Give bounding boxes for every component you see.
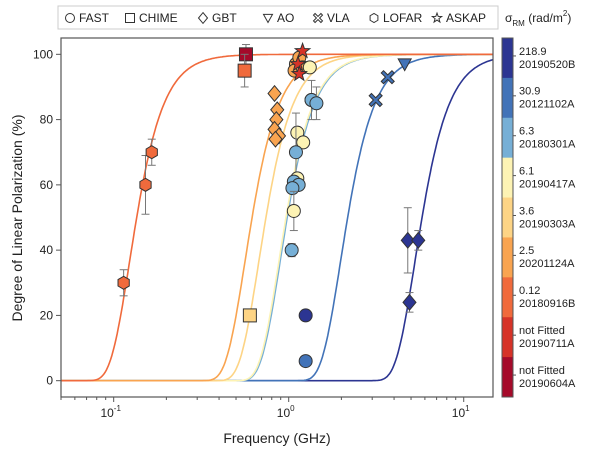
colorbar-title-title: σ <box>505 11 513 25</box>
colorbar-burst: 20121102A <box>519 99 575 111</box>
legend-diamond-icon <box>197 11 209 25</box>
data-point-hexagon <box>145 145 158 160</box>
y-tick-label: 80 <box>40 113 54 127</box>
data-point-diamond <box>411 231 426 249</box>
colorbar-title-unit: (rad/m <box>525 11 563 25</box>
data-point-cross <box>368 92 383 108</box>
data-point-circle <box>288 145 303 160</box>
data-point-circle <box>296 135 311 150</box>
data-points <box>117 41 426 369</box>
legend-cross-icon <box>312 12 324 24</box>
y-tick-label: 40 <box>40 243 54 257</box>
colorbar-frame <box>501 37 514 398</box>
data-point-diamond <box>268 130 283 148</box>
data-point-star <box>290 64 309 82</box>
colorbar-sigma: 6.1 <box>519 165 534 177</box>
legend-box <box>57 5 499 30</box>
data-point-square <box>237 63 252 78</box>
colorbar-segment <box>502 357 513 398</box>
x-tick-label: 100 <box>277 404 295 420</box>
x-tick-base: 10 <box>452 406 466 420</box>
legend-hexagon-icon <box>369 12 379 24</box>
plot-frame <box>60 37 494 398</box>
data-point-circle <box>309 96 324 111</box>
data-point-triangle-down <box>397 58 413 72</box>
colorbar-burst: 20190417A <box>519 178 576 190</box>
colorbar-title-close: ) <box>567 11 571 25</box>
colorbar-sigma: 30.9 <box>519 86 540 98</box>
colorbar-segment <box>502 117 513 159</box>
data-point-diamond <box>267 84 282 103</box>
y-tick-label: 60 <box>40 178 54 192</box>
legend-label: GBT <box>212 11 237 25</box>
legend-circle-icon <box>65 13 75 23</box>
colorbar-segment <box>502 317 513 358</box>
colorbar-title-sup: 2 <box>563 9 568 18</box>
y-axis-label: Degree of Linear Polarization (%) <box>9 115 25 322</box>
colorbar-segment <box>502 157 513 199</box>
data-point-circle <box>302 60 317 75</box>
y-tick-label: 100 <box>33 47 53 61</box>
colorbar-sigma: 2.5 <box>519 245 534 257</box>
colorbar-title: σRM (rad/m2) <box>505 9 571 28</box>
y-tick-label: 0 <box>46 374 53 388</box>
colorbar-burst: 20180916B <box>519 298 575 310</box>
legend-star-icon <box>430 11 444 24</box>
colorbar-burst: 20190520B <box>519 59 575 71</box>
legend-label: VLA <box>327 11 350 25</box>
data-point-star <box>293 41 312 59</box>
data-point-square <box>242 308 257 323</box>
data-point-circle <box>298 354 313 369</box>
data-point-circle <box>284 243 299 258</box>
legend-label: AO <box>277 11 294 25</box>
colorbar-sigma: not Fitted <box>519 365 565 377</box>
colorbar-burst: 20190604A <box>519 378 576 390</box>
data-point-hexagon <box>139 177 152 192</box>
colorbar-burst: 20190303A <box>519 218 576 230</box>
data-point-star <box>289 54 307 72</box>
x-tick-exponent: 1 <box>465 404 470 413</box>
colorbar-burst: 20201124A <box>519 258 575 270</box>
legend-label: LOFAR <box>383 11 423 25</box>
legend: FAST CHIME GBT AO VLA LOFAR ASKAP <box>57 5 499 30</box>
legend-label: CHIME <box>139 11 178 25</box>
x-tick-base: 10 <box>277 406 291 420</box>
model-curve <box>61 53 493 382</box>
legend-label: FAST <box>79 11 110 25</box>
data-point-circle <box>298 308 313 323</box>
y-tick-label: 20 <box>40 308 54 322</box>
legend-square-icon <box>125 13 135 23</box>
legend-triangle-down-icon <box>262 13 274 24</box>
x-axis-label: Frequency (GHz) <box>223 430 330 446</box>
x-tick-exponent: -1 <box>114 404 122 413</box>
colorbar-sigma: 3.6 <box>519 205 534 217</box>
colorbar-sigma: 0.12 <box>519 285 540 297</box>
colorbar-segment <box>502 277 513 318</box>
colorbar-sigma: 6.3 <box>519 126 534 138</box>
data-point-hexagon <box>117 275 130 290</box>
colorbar-segment <box>502 38 513 79</box>
data-point-circle <box>285 181 300 196</box>
colorbar-segment <box>502 237 513 278</box>
x-tick-label: 10-1 <box>100 404 121 420</box>
data-point-diamond <box>402 293 417 311</box>
colorbar-sigma: 218.9 <box>519 46 547 58</box>
x-tick-base: 10 <box>100 406 114 420</box>
x-tick-exponent: 0 <box>290 404 295 413</box>
colorbar-burst: 20180301A <box>519 139 576 151</box>
colorbar-title-sub: RM <box>512 19 525 28</box>
colorbar-burst: 20190711A <box>519 338 575 350</box>
colorbar-segment <box>502 77 513 119</box>
data-point-cross <box>380 69 395 85</box>
colorbar-sigma: not Fitted <box>519 325 565 337</box>
data-point-circle <box>286 203 301 218</box>
x-tick-label: 101 <box>452 404 470 420</box>
legend-label: ASKAP <box>446 11 486 25</box>
colorbar-segment <box>502 197 513 238</box>
data-point-diamond <box>400 231 415 249</box>
